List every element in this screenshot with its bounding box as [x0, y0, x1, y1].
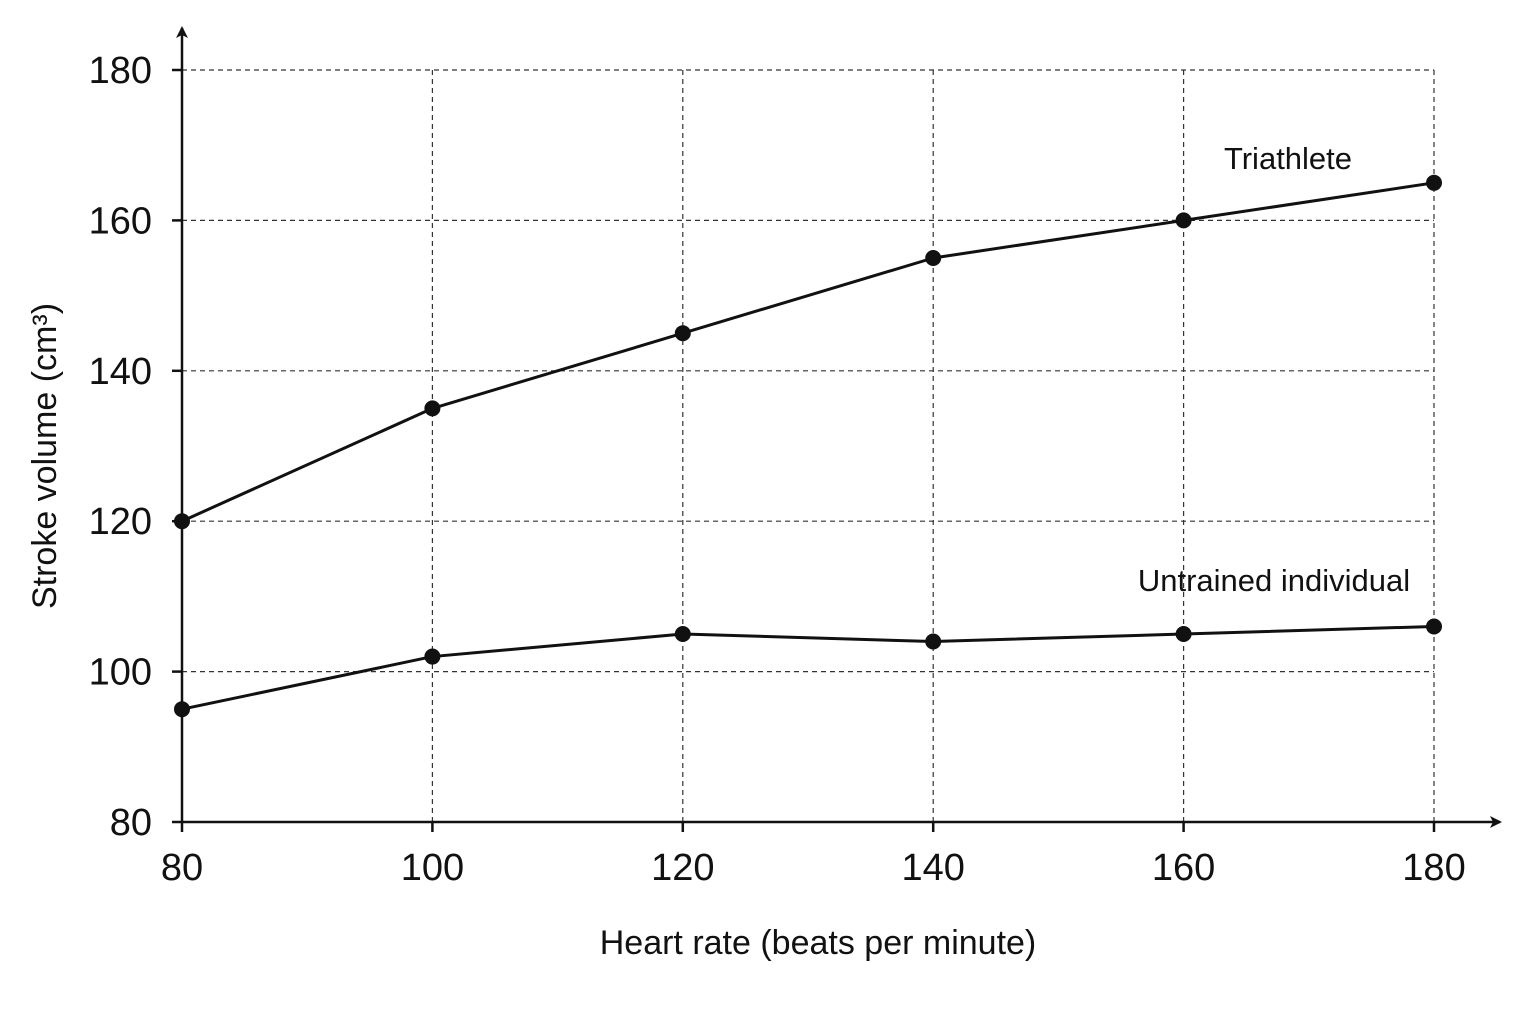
- data-point: [925, 250, 942, 266]
- tick-labels: 80 100 120 140 160 180 80 100 120 140 160 180: [89, 50, 1466, 889]
- y-tick-label: 80: [110, 802, 152, 844]
- data-point: [174, 513, 190, 530]
- y-tick-label: 180: [89, 50, 152, 92]
- data-point: [1426, 618, 1442, 635]
- data-point: [424, 400, 441, 417]
- x-tick-label: 160: [1152, 847, 1215, 889]
- series-label-1: Triathlete: [1224, 141, 1352, 176]
- series-line-2: [181, 624, 1435, 711]
- series-line-1: [181, 181, 1435, 523]
- data-point: [1426, 174, 1442, 191]
- y-axis-title: Stroke volume (cm³): [26, 303, 64, 609]
- data-point: [674, 626, 691, 642]
- grid: [182, 69, 1435, 822]
- data-point: [674, 325, 691, 342]
- x-tick-label: 140: [901, 847, 964, 889]
- axes: [176, 26, 1502, 828]
- y-tick-label: 120: [89, 501, 152, 543]
- data-point: [424, 648, 441, 665]
- y-tick-label: 140: [89, 351, 152, 393]
- x-tick-label: 100: [401, 847, 464, 889]
- data-point: [1175, 626, 1192, 642]
- x-axis-title: Heart rate (beats per minute): [600, 924, 1037, 962]
- series-group: Triathlete Untrained individual: [174, 141, 1442, 718]
- x-tick-label: 120: [651, 847, 714, 889]
- y-tick-label: 160: [89, 200, 152, 242]
- data-point: [174, 701, 190, 718]
- series-label-2: Untrained individual: [1138, 563, 1410, 598]
- data-point: [925, 633, 942, 650]
- y-tick-label: 100: [89, 652, 152, 694]
- x-tick-label: 180: [1402, 847, 1465, 889]
- data-point: [1175, 212, 1192, 229]
- x-tick-label: 80: [161, 847, 203, 889]
